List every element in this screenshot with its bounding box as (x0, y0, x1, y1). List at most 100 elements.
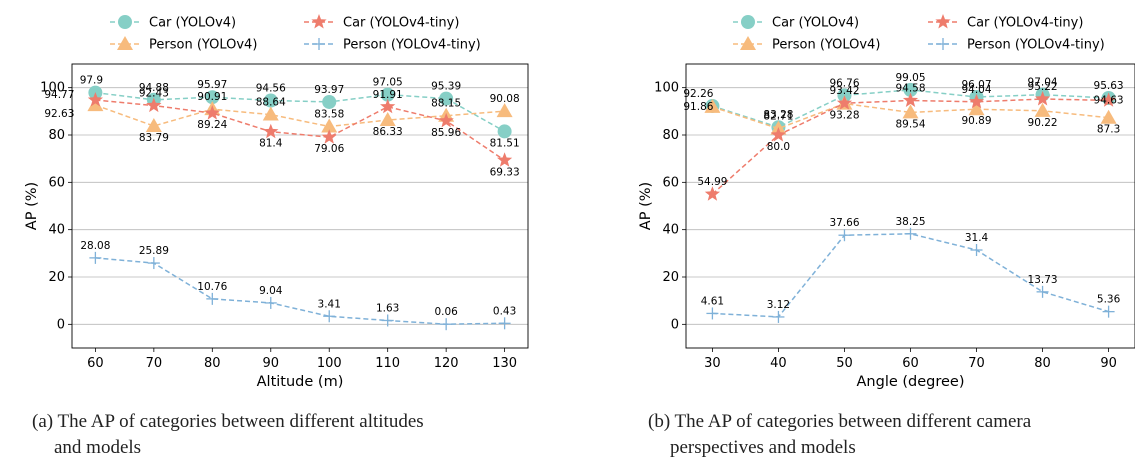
angle-legend-marker-person-yolov4-tiny (937, 38, 949, 50)
altitude-legend-marker-person-yolov4 (117, 36, 133, 50)
angle-legend: Car (YOLOv4) Person (YOLOv4) Car (YOLOv4-t… (733, 14, 1105, 53)
altitude-data-label-car-yolov4-tiny-90: 81.4 (259, 138, 283, 150)
altitude-x-axis-title: Altitude (m) (257, 374, 344, 390)
angle-xtick-label-60: 60 (902, 356, 919, 371)
altitude-ytick-label-20: 20 (48, 270, 65, 285)
angle-data-label-person-yolov4-60: 89.54 (895, 118, 925, 130)
altitude-ytick-label-0: 0 (57, 317, 65, 332)
angle-data-label-person-yolov4-tiny-70: 31.4 (965, 232, 989, 244)
altitude-data-label-person-yolov4-80: 90.91 (197, 91, 227, 103)
angle-point-person-yolov4-tiny-80 (1036, 285, 1049, 298)
angle-data-label-car-yolov4-tiny-80: 95.22 (1028, 81, 1058, 93)
angle-data-label-person-yolov4-tiny-60: 38.25 (895, 216, 925, 228)
altitude-point-person-yolov4-100 (321, 118, 338, 133)
angle-xtick-label-80: 80 (1034, 356, 1051, 371)
altitude-data-label-person-yolov4-tiny-110: 1.63 (376, 302, 399, 314)
altitude-ytick-label-60: 60 (48, 175, 65, 190)
altitude-labels-person-yolov4: 92.63 83.79 90.91 88.64 83.58 86.33 88.15 90.08 (44, 91, 519, 144)
angle-point-car-yolov4-tiny-80 (1035, 91, 1051, 106)
angle-point-car-yolov4-tiny-60 (902, 92, 919, 107)
angle-xtick-label-90: 90 (1100, 356, 1117, 371)
altitude-data-label-car-yolov4-tiny-110: 91.91 (373, 89, 403, 101)
angle-point-person-yolov4-tiny-30 (706, 307, 719, 320)
altitude-data-label-car-yolov4-tiny-120: 85.96 (431, 127, 461, 139)
altitude-data-label-person-yolov4-60: 92.63 (44, 108, 74, 120)
altitude-point-car-yolov4-tiny-130 (497, 152, 513, 167)
altitude-point-car-yolov4-tiny-100 (321, 129, 337, 144)
angle-legend-entry-car-yolov4: Car (YOLOv4) (733, 15, 859, 31)
angle-data-label-person-yolov4-tiny-90: 5.36 (1097, 294, 1121, 306)
angle-ytick-label-80: 80 (662, 128, 679, 143)
angle-data-label-person-yolov4-30: 91.86 (683, 101, 713, 113)
angle-legend-entry-car-yolov4-tiny: Car (YOLOv4-tiny) (928, 14, 1083, 31)
altitude-xtick-label-80: 80 (204, 356, 221, 371)
altitude-data-label-person-yolov4-tiny-100: 3.41 (318, 298, 341, 310)
altitude-data-label-car-yolov4-tiny-130: 69.33 (490, 166, 520, 178)
altitude-labels-person-yolov4-tiny: 28.08 25.89 10.76 9.04 3.41 1.63 0.06 0.43 (80, 240, 516, 318)
angle-xtick-label-40: 40 (770, 356, 787, 371)
angle-point-person-yolov4-60 (902, 104, 919, 119)
angle-data-label-car-yolov4-40: 83.28 (763, 109, 793, 121)
altitude-point-person-yolov4-tiny-70 (147, 257, 160, 270)
chart-angle: 0 20 40 60 80 100 30 40 50 60 70 80 90 Angle (degree)… (638, 14, 1135, 390)
altitude-point-person-yolov4-tiny-90 (264, 296, 277, 309)
angle-data-label-person-yolov4-tiny-40: 3.12 (767, 299, 790, 311)
angle-legend-entry-person-yolov4: Person (YOLOv4) (733, 36, 880, 53)
altitude-point-car-yolov4-tiny-110 (380, 98, 396, 114)
altitude-data-label-person-yolov4-70: 83.79 (139, 132, 169, 144)
altitude-data-label-person-yolov4-tiny-90: 9.04 (259, 285, 283, 297)
caption-altitude-line2: and models (54, 437, 142, 458)
altitude-point-car-yolov4-120 (439, 91, 454, 106)
angle-labels-person-yolov4-tiny: 4.61 3.12 37.66 38.25 31.4 13.73 5.36 (701, 216, 1121, 311)
angle-data-label-person-yolov4-90: 87.3 (1097, 124, 1120, 136)
angle-data-label-car-yolov4-50: 96.76 (829, 77, 859, 89)
caption-altitude-line1: (a) The AP of categories between differe… (32, 411, 424, 432)
angle-ytick-label-40: 40 (662, 223, 679, 238)
altitude-data-label-person-yolov4-90: 88.64 (256, 97, 286, 109)
altitude-legend-entry-person-yolov4-tiny: Person (YOLOv4-tiny) (304, 38, 481, 53)
angle-point-car-yolov4-tiny-90 (1101, 92, 1117, 107)
angle-legend-label-car-yolov4: Car (YOLOv4) (772, 16, 859, 31)
altitude-series-car-yolov4 (88, 85, 512, 139)
angle-data-label-person-yolov4-50: 93.28 (829, 110, 859, 122)
altitude-data-label-person-yolov4-120: 88.15 (431, 98, 461, 110)
altitude-point-person-yolov4-tiny-110 (381, 314, 394, 327)
caption-angle-line2: perspectives and models (670, 437, 856, 458)
altitude-point-person-yolov4-60 (87, 97, 104, 112)
angle-y-axis-title: AP (%) (638, 182, 654, 230)
altitude-xtick-label-100: 100 (317, 356, 342, 371)
angle-labels-car-yolov4-tiny: 54.99 80.0 93.42 94.58 94.04 95.22 94.63 (697, 81, 1123, 188)
altitude-data-label-car-yolov4-120: 95.39 (431, 81, 461, 93)
altitude-data-label-car-yolov4-90: 94.56 (256, 83, 286, 95)
angle-point-person-yolov4-tiny-70 (970, 244, 983, 257)
altitude-line-car-yolov4 (95, 91, 505, 133)
altitude-data-label-person-yolov4-tiny-80: 10.76 (197, 281, 227, 293)
angle-labels-person-yolov4: 91.86 82.71 93.28 89.54 90.89 90.22 87.3 (683, 101, 1120, 136)
altitude-line-person-yolov4-tiny (95, 257, 505, 325)
altitude-point-car-yolov4-80 (205, 90, 220, 105)
angle-xtick-label-30: 30 (704, 356, 721, 371)
altitude-line-car-yolov4-tiny (95, 99, 506, 161)
angle-series-car-yolov4-tiny (704, 91, 1117, 201)
altitude-ytick-label-100: 100 (40, 81, 65, 96)
altitude-legend-entry-person-yolov4: Person (YOLOv4) (110, 36, 257, 53)
angle-data-label-car-yolov4-80: 97.04 (1028, 77, 1058, 89)
altitude-point-car-yolov4-tiny-80 (204, 105, 220, 120)
angle-point-person-yolov4-tiny-50 (838, 229, 851, 242)
altitude-ytick-label-80: 80 (48, 128, 65, 143)
caption-angle: (b) The AP of categories between differe… (648, 409, 1135, 461)
angle-data-label-car-yolov4-tiny-90: 94.63 (1094, 94, 1124, 106)
altitude-data-label-car-yolov4-60: 97.9 (80, 75, 103, 87)
angle-ytick-label-60: 60 (662, 175, 679, 190)
angle-point-car-yolov4-60 (903, 82, 918, 97)
angle-data-label-car-yolov4-tiny-30: 54.99 (697, 176, 727, 188)
altitude-line-person-yolov4 (95, 104, 505, 128)
altitude-legend-label-car-yolov4-tiny: Car (YOLOv4-tiny) (343, 16, 459, 31)
altitude-point-car-yolov4-110 (380, 87, 395, 102)
altitude-legend-marker-car-yolov4-tiny (311, 14, 327, 29)
angle-data-label-person-yolov4-tiny-30: 4.61 (701, 295, 724, 307)
altitude-xtick-label-120: 120 (434, 356, 459, 371)
altitude-point-car-yolov4-130 (497, 124, 512, 139)
altitude-point-car-yolov4-100 (322, 94, 337, 109)
